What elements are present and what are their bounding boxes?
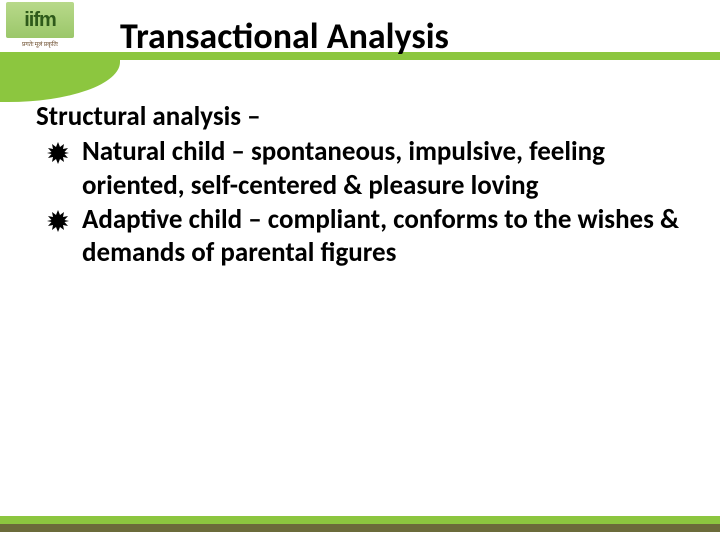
footer-olive-bar bbox=[0, 524, 720, 532]
content-subtitle: Structural analysis – bbox=[36, 100, 684, 133]
logo-text: iifm bbox=[24, 9, 56, 32]
footer-green-bar bbox=[0, 516, 720, 524]
bullet-text: Natural child – spontaneous, impulsive, … bbox=[82, 135, 684, 203]
logo-subtitle: प्रगतेः मूलं प्रकृतिः bbox=[6, 40, 74, 48]
header-green-curve bbox=[0, 52, 120, 102]
logo-box: iifm bbox=[6, 2, 74, 38]
bullet-text: Adaptive child – compliant, conforms to … bbox=[82, 203, 684, 271]
slide-footer bbox=[0, 516, 720, 532]
slide-content: Structural analysis – Natural child – sp… bbox=[36, 100, 684, 270]
bullet-item: Natural child – spontaneous, impulsive, … bbox=[36, 135, 684, 203]
bullet-item: Adaptive child – compliant, conforms to … bbox=[36, 203, 684, 271]
starburst-icon bbox=[46, 209, 70, 233]
slide-title: Transactional Analysis bbox=[120, 14, 449, 58]
starburst-icon bbox=[46, 141, 70, 165]
slide-header: iifm प्रगतेः मूलं प्रकृतिः Transactional… bbox=[0, 0, 720, 68]
logo: iifm प्रगतेः मूलं प्रकृतिः bbox=[6, 2, 74, 52]
